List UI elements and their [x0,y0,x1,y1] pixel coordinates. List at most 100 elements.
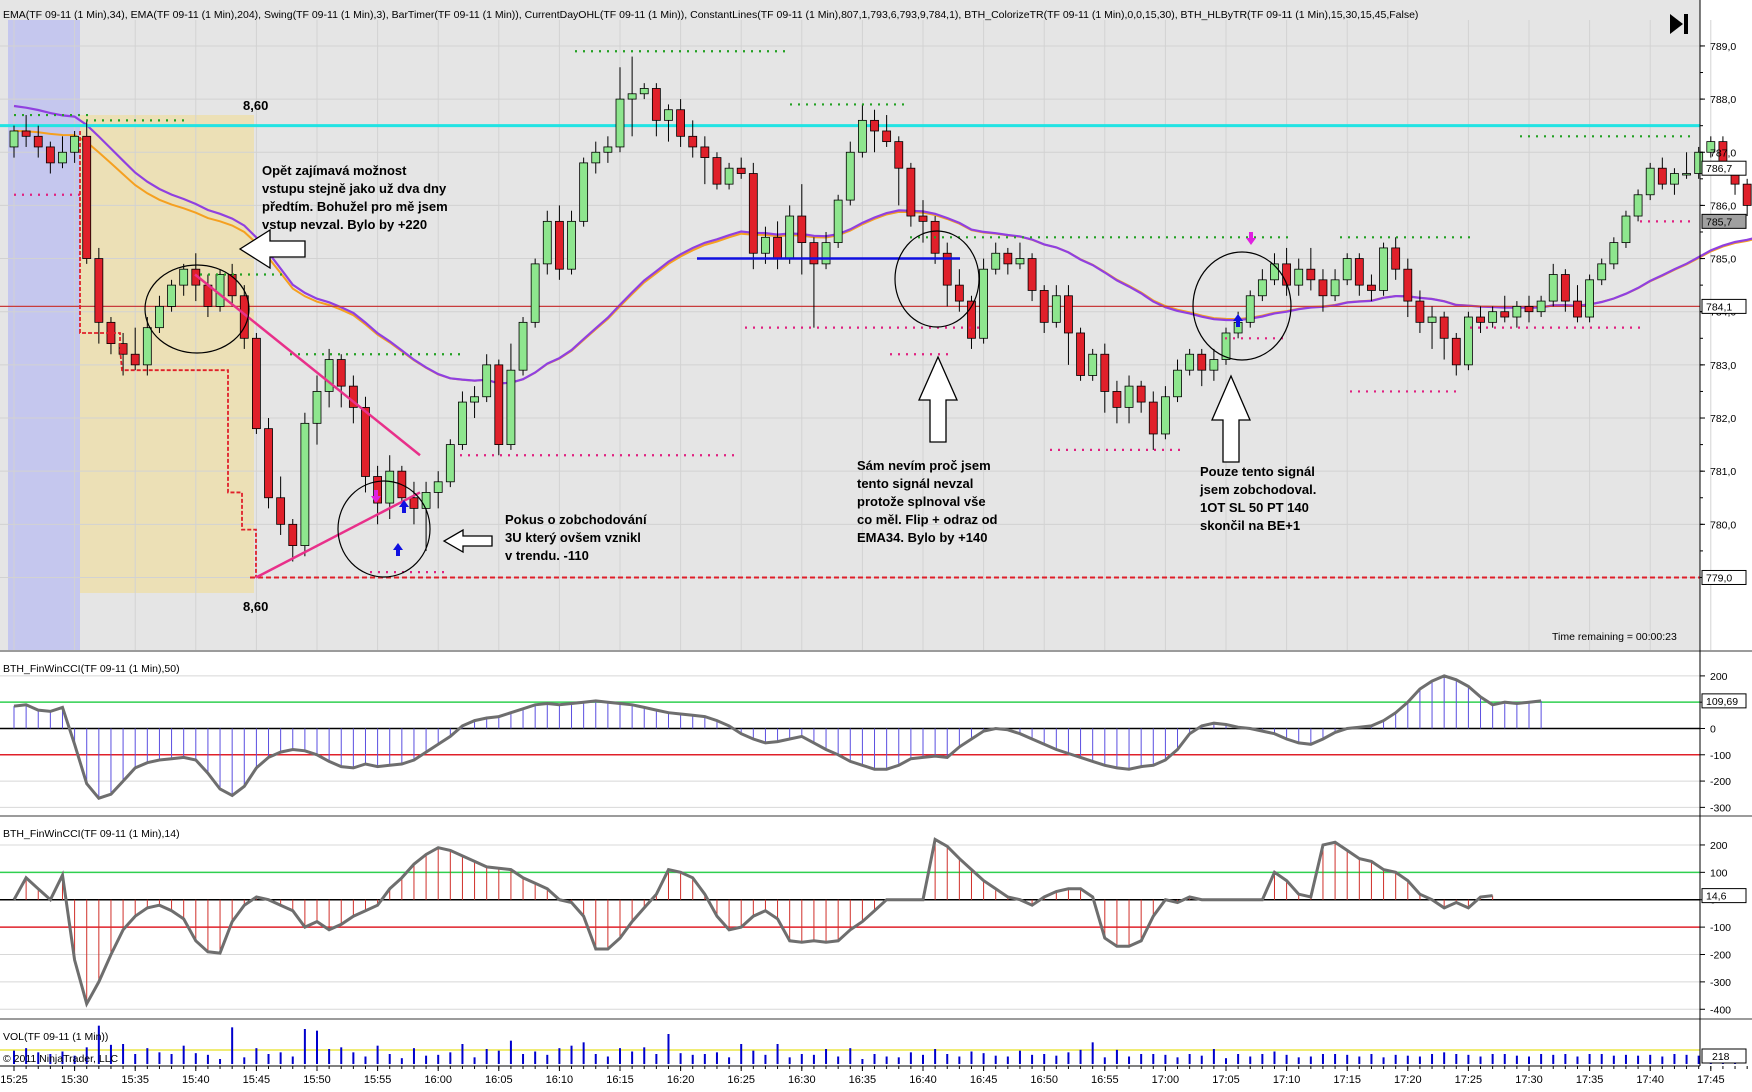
volume-bar [715,1052,718,1064]
annotation-text: Sám nevím proč jsem [857,458,991,473]
volume-bar [812,1054,815,1064]
candle-body [736,167,746,174]
volume-bar [1103,1057,1106,1064]
candle-body [1330,279,1340,297]
swing-label-top: 8,60 [243,98,268,113]
candle-body [761,236,770,254]
volume-bar [1503,1054,1506,1064]
volume-bar [194,1053,197,1064]
volume-bar [1164,1054,1167,1064]
volume-bar [279,1052,282,1064]
signal-arrow-down [371,490,381,503]
price-tick-label: 788,0 [1710,94,1736,106]
candle-body [130,353,140,366]
volume-title: VOL(TF 09-11 (1 Min)) [3,1031,108,1043]
candle-body [894,141,904,169]
cci-tick-label: 200 [1710,671,1728,683]
volume-bar [1018,1050,1021,1064]
volume-bar [837,1056,840,1064]
volume-bar [376,1045,379,1064]
cci-tick-label: -100 [1710,922,1731,934]
candle-body [264,428,273,499]
time-tick-label: 16:30 [788,1074,816,1086]
time-tick-label: 16:15 [606,1074,634,1086]
time-tick-label: 17:45 [1697,1074,1725,1086]
candle-body [882,130,892,143]
volume-bar [922,1054,924,1064]
candle-body [979,268,988,339]
volume-bar [534,1051,537,1064]
volume-bar [1612,1055,1615,1064]
time-tick-label: 17:35 [1576,1074,1604,1086]
candle-body [1488,311,1498,323]
signal-arrow-down [1246,232,1256,245]
price-marker-box [1701,213,1747,229]
volume-bar [1588,1054,1591,1064]
cci-value-box [1701,888,1747,904]
candle-body [288,523,298,546]
candle-body [33,135,43,148]
candle-body [1500,311,1510,318]
candle-body [1112,391,1122,408]
cci-tick-label: -300 [1710,802,1731,814]
annotation-text: 1OT SL 50 PT 140 [1200,500,1309,515]
candle-body [1088,353,1098,376]
volume-bar [909,1052,912,1064]
cci-tick-label: -100 [1710,750,1731,762]
cci-line [13,674,1542,800]
annotation-text: skončil na BE+1 [1200,518,1300,533]
volume-bar [643,1047,646,1064]
volume-bar [1309,1056,1312,1064]
time-tick-label: 16:10 [546,1074,574,1086]
volume-bar [1455,1054,1458,1064]
candle-body [664,109,673,121]
volume-bar [1140,1054,1143,1064]
up-arrow-outline [918,355,958,443]
volume-bar [1697,1055,1700,1064]
candle-body [1245,295,1255,323]
time-tick-label: 15:25 [0,1074,28,1086]
volume-bar [25,1048,28,1064]
day-low-step-line [79,130,257,578]
volume-bar [1128,1056,1131,1064]
volume-bar [1370,1054,1373,1064]
candle-body [567,220,576,270]
candle-body [555,220,564,270]
volume-bar [703,1054,706,1064]
volume-bar [1067,1052,1070,1064]
annotation-text: 3U který ovšem vznikl [505,530,641,545]
candle-body [1161,396,1170,435]
go-to-end-icon[interactable] [1670,14,1688,34]
left-arrow-outline [442,528,493,554]
candle-body [1270,263,1279,281]
volume-bar [1443,1052,1446,1064]
volume-value-label: 218 [1712,1051,1730,1063]
candle-body [942,252,952,286]
volume-bar [570,1045,573,1064]
volume-bar [752,1050,755,1064]
volume-bar [594,1054,597,1064]
volume-bar [328,1049,331,1064]
volume-bar [740,1044,743,1064]
candle-body [142,327,152,366]
candle-body [1621,215,1631,244]
candle-body [870,119,879,132]
candle-body [385,470,395,504]
candle-body [361,406,370,477]
volume-bar [1382,1057,1385,1064]
signal-arrow-up [393,543,403,556]
volume-bar [1540,1054,1543,1064]
volume-bar [885,1056,888,1064]
volume-bar [1188,1054,1191,1064]
candle-body [433,481,443,493]
time-tick-label: 15:50 [303,1074,331,1086]
volume-bar [437,1054,440,1064]
price-marker-box [1701,298,1747,314]
annotation-text: Pouze tento signál [1200,464,1315,479]
candle-body [155,305,164,329]
price-tick-label: 781,0 [1710,466,1736,478]
volume-bar [461,1044,464,1064]
volume-bar [473,1057,476,1064]
candle-body [1415,300,1425,323]
